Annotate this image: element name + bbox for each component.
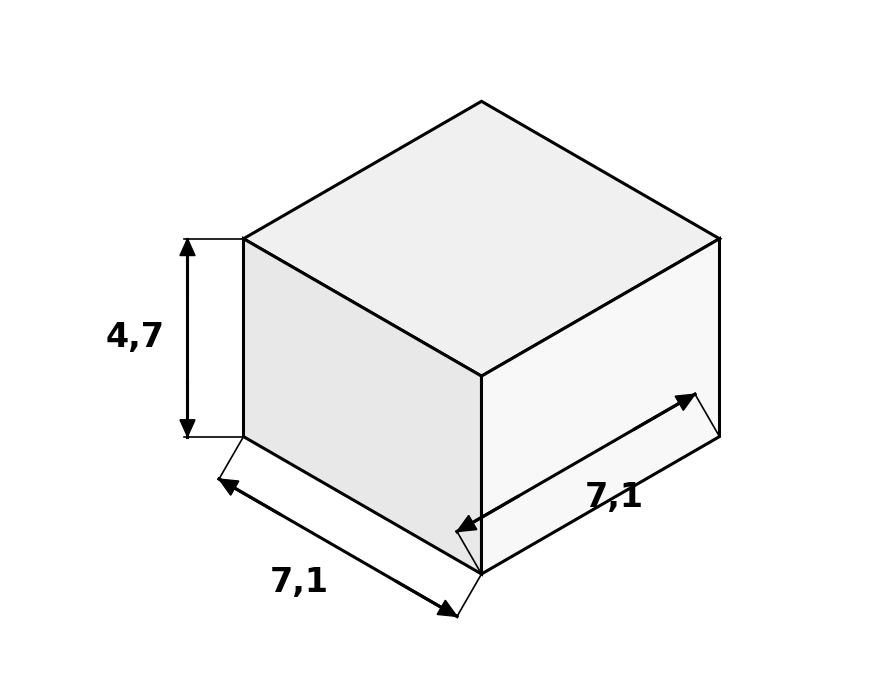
Polygon shape [481, 239, 719, 574]
Polygon shape [180, 239, 195, 256]
Polygon shape [436, 600, 457, 617]
Polygon shape [457, 515, 476, 531]
Polygon shape [243, 102, 719, 376]
Text: 4,7: 4,7 [105, 321, 164, 354]
Polygon shape [219, 479, 239, 495]
Polygon shape [180, 420, 195, 437]
Text: 7,1: 7,1 [270, 566, 328, 599]
Polygon shape [674, 394, 694, 410]
Polygon shape [243, 239, 481, 574]
Text: 7,1: 7,1 [585, 482, 644, 514]
